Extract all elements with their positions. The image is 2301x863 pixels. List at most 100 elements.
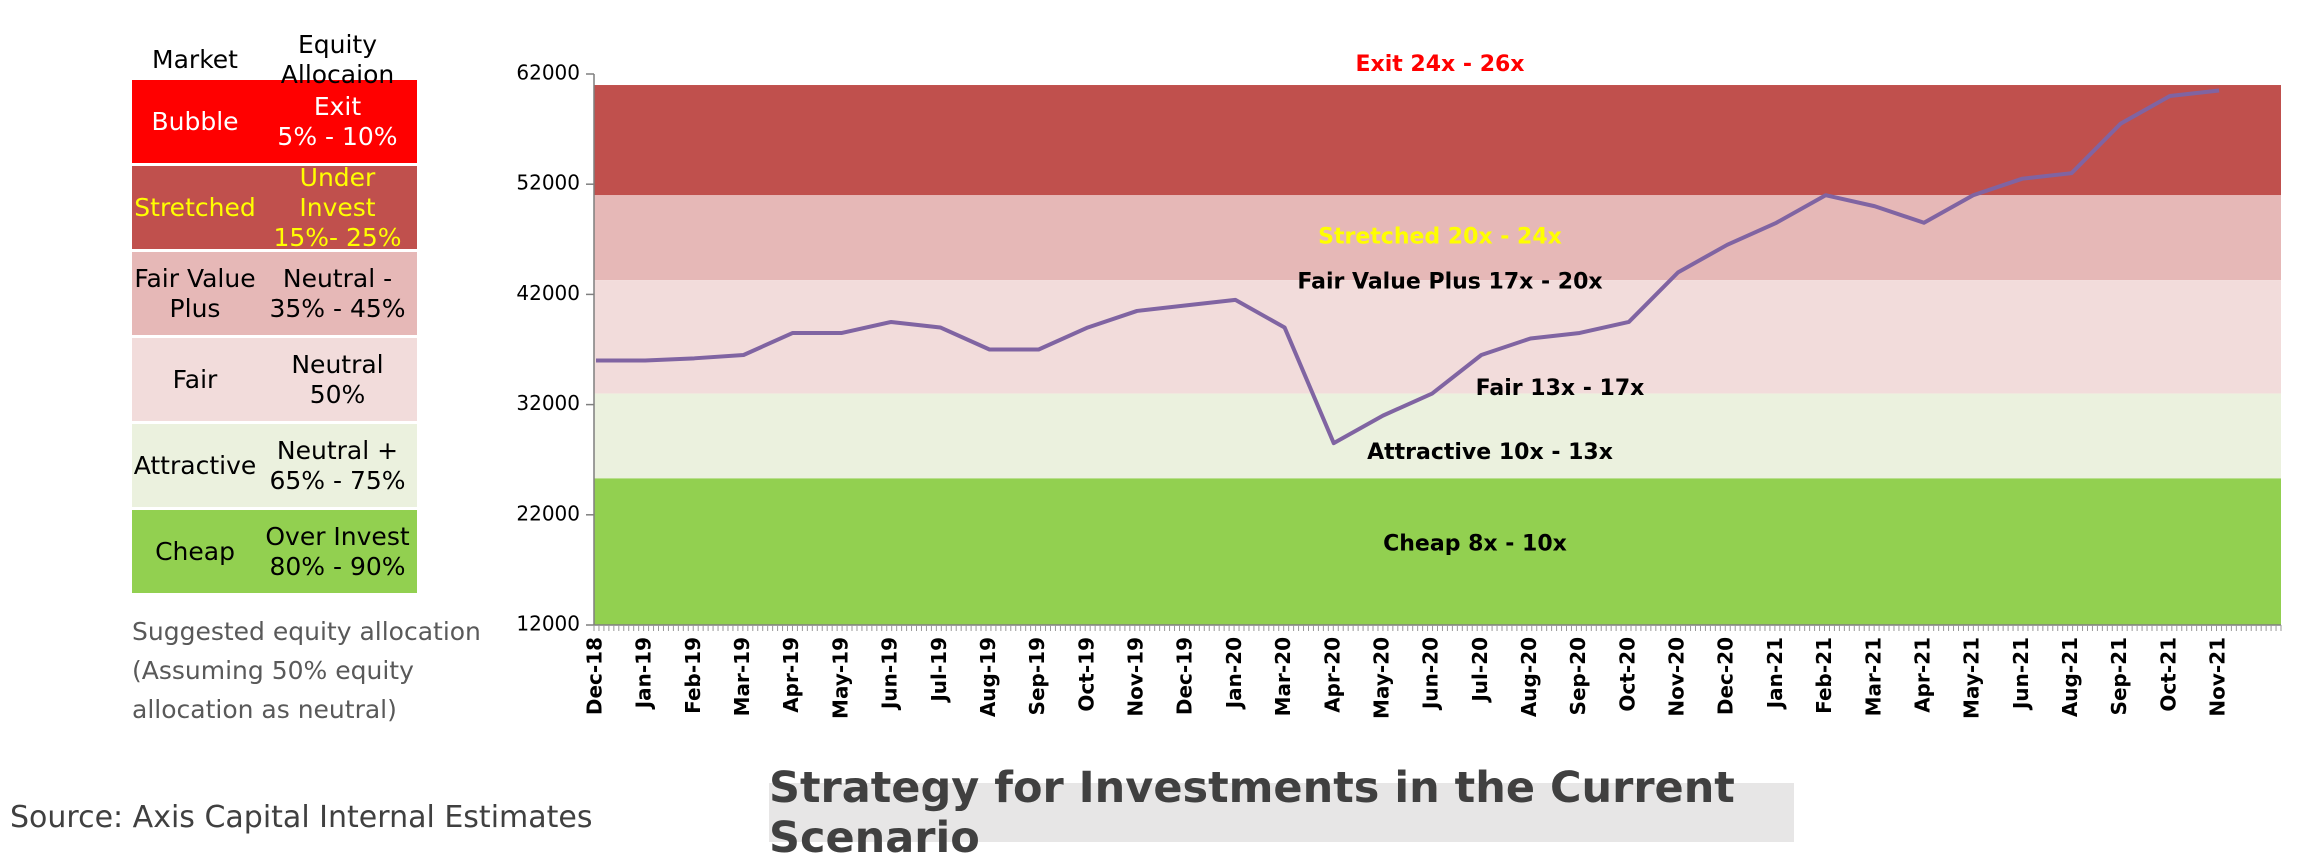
zone-band [594, 280, 2281, 394]
x-tick-label: Jun-19 [878, 637, 902, 711]
cell-text: Cheap [155, 536, 235, 566]
source: Source: Axis Capital Internal Estimates [10, 800, 593, 835]
zone-label: Fair Value Plus 17x - 20x [1297, 269, 1602, 294]
x-tick-label: May-19 [828, 637, 852, 719]
table-row: Bubble Exit 5% - 10% [132, 80, 417, 163]
cell-text: 80% - 90% [269, 551, 406, 581]
table-row: Fair Neutral 50% [132, 338, 417, 421]
cell-text: Fair [172, 364, 218, 394]
zone-band [594, 478, 2281, 625]
table-row: Cheap Over Invest 80% - 90% [132, 510, 417, 593]
cell-text: Attractive [133, 450, 257, 480]
x-tick-label: Nov-21 [2206, 637, 2230, 717]
header-cell: Market [152, 45, 238, 74]
x-tick-label: Jan-20 [1222, 637, 1246, 710]
allocation-cell: Exit 5% - 10% [258, 80, 417, 163]
allocation-cell: Over Invest 80% - 90% [258, 510, 417, 593]
x-tick-label: Apr-21 [1910, 637, 1934, 713]
x-tick-label: Mar-20 [1271, 637, 1295, 716]
cell-text: 65% - 75% [269, 465, 406, 495]
x-tick-label: Jul-19 [927, 637, 951, 704]
table-row: Fair Value Plus Neutral -35% - 45% [132, 252, 417, 335]
x-tick-label: Feb-19 [681, 637, 705, 714]
cell-text: Plus [169, 293, 221, 323]
zone-label: Stretched 20x - 24x [1318, 225, 1562, 250]
x-tick-label: Apr-20 [1320, 637, 1344, 713]
x-tick-label: Mar-19 [730, 637, 754, 716]
allocation-table: Market Equity Allocaion Bubble Exit 5% - 1… [132, 30, 417, 596]
allocation-cell: Under Invest 15%- 25% [258, 162, 417, 252]
x-tick-label: Jul-20 [1468, 637, 1492, 704]
cell-text: Bubble [151, 106, 239, 136]
x-tick-label: Nov-20 [1665, 637, 1689, 717]
x-tick-label: Mar-21 [1861, 637, 1885, 716]
allocation-cell: Neutral 50% [258, 338, 417, 421]
x-tick-label: Aug-21 [2058, 637, 2082, 717]
note-line: Suggested equity allocation [132, 617, 481, 646]
header-cell: Equity Allocaion [280, 30, 395, 89]
y-tick-label: 52000 [516, 171, 580, 195]
x-tick-label: Sep-19 [1025, 637, 1049, 715]
price-line [596, 88, 2220, 446]
market-cell: Stretched [132, 166, 258, 249]
x-tick-label: Apr-19 [779, 637, 803, 713]
table-row: Stretched Under Invest 15%- 25% [132, 162, 417, 252]
y-tick-label: 42000 [516, 281, 580, 305]
zone-band [594, 85, 2281, 196]
zone-label: Exit 24x - 26x [1356, 52, 1525, 77]
x-tick-label: May-21 [1960, 637, 1984, 719]
allocation-cell: Neutral -35% - 45% [258, 252, 417, 335]
cell-text: Exit [313, 91, 362, 121]
x-tick-label: Dec-19 [1173, 637, 1197, 715]
y-tick-label: 32000 [516, 391, 580, 415]
x-tick-label: Jun-21 [2009, 637, 2033, 711]
allocation-cell: Neutral +65% - 75% [258, 424, 417, 507]
x-tick-label: Jun-20 [1419, 637, 1443, 711]
market-cell: Attractive [132, 424, 258, 507]
x-tick-label: Jan-21 [1763, 637, 1787, 710]
y-tick-label: 22000 [516, 501, 580, 525]
chart-title: Strategy for Investments in the Current … [769, 763, 1794, 863]
note-line: allocation as neutral) [132, 695, 397, 724]
cell-text: 5% - 10% [277, 121, 398, 151]
market-cell: Fair Value Plus [132, 252, 258, 335]
zone-band [594, 393, 2281, 479]
cell-text: 15%- 25% [273, 222, 402, 252]
zone-label: Attractive 10x - 13x [1367, 440, 1613, 465]
x-tick-label: Aug-19 [976, 637, 1000, 717]
market-cell: Fair [132, 338, 258, 421]
cell-text: 50% [309, 379, 366, 409]
market-cell: Bubble [132, 80, 258, 163]
note-line: (Assuming 50% equity [132, 656, 414, 685]
cell-text: Neutral [291, 349, 384, 379]
cell-text: Fair Value [134, 263, 256, 293]
x-tick-label: Sep-21 [2107, 637, 2131, 715]
cell-text: Under Invest [299, 162, 376, 222]
x-tick-label: Aug-20 [1517, 637, 1541, 717]
cell-text: Stretched [134, 192, 256, 222]
x-tick-label: Nov-19 [1124, 637, 1148, 717]
x-tick-label: Oct-19 [1074, 637, 1098, 712]
x-tick-label: Dec-20 [1714, 637, 1738, 715]
x-tick-label: Dec-18 [583, 637, 607, 715]
x-tick-label: Oct-21 [2156, 637, 2180, 712]
x-tick-label: Feb-21 [1812, 637, 1836, 714]
x-tick-label: May-20 [1369, 637, 1393, 719]
market-cell: Cheap [132, 510, 258, 593]
zone-label: Fair 13x - 17x [1476, 376, 1645, 401]
x-tick-label: Jan-19 [632, 637, 656, 710]
table-row: Attractive Neutral +65% - 75% [132, 424, 417, 507]
table-header: Market Equity Allocaion [132, 30, 417, 89]
cell-text: Neutral - [282, 263, 393, 293]
zone-band [594, 195, 2281, 281]
x-tick-label: Oct-20 [1615, 637, 1639, 712]
cell-text: Over Invest [265, 521, 410, 551]
y-tick-label: 12000 [516, 612, 580, 636]
x-tick-label: Sep-20 [1566, 637, 1590, 715]
cell-text: 35% - 45% [269, 293, 406, 323]
note: Suggested equity allocation (Assuming 50%… [132, 612, 481, 729]
zone-label: Cheap 8x - 10x [1383, 531, 1567, 556]
y-tick-label: 62000 [516, 61, 580, 85]
chart: Exit 24x - 26x Stretched 20x - 24x Fair Va… [516, 52, 2282, 719]
